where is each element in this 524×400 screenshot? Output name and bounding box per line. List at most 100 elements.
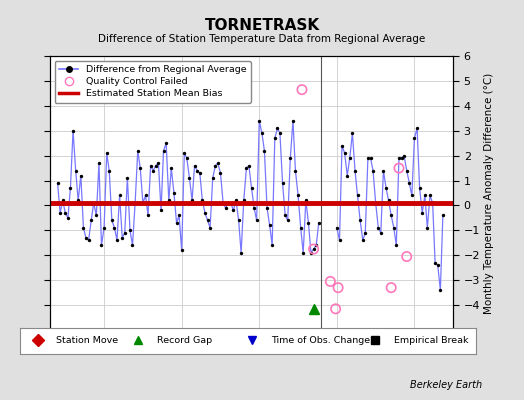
Point <box>229 207 237 214</box>
Point <box>95 160 103 166</box>
Point <box>250 205 258 211</box>
Point <box>97 242 106 248</box>
Point <box>178 247 186 254</box>
Point <box>297 225 305 231</box>
Point <box>209 175 217 181</box>
Point <box>294 192 302 199</box>
Point <box>157 207 165 214</box>
Point <box>180 150 189 156</box>
Point <box>195 170 204 176</box>
Point <box>387 284 396 291</box>
Point <box>151 162 160 169</box>
Point <box>59 197 67 204</box>
Point <box>356 217 364 224</box>
Point <box>382 185 390 191</box>
Point <box>361 230 369 236</box>
Point <box>159 148 168 154</box>
Point <box>188 197 196 204</box>
Point <box>216 170 225 176</box>
Point <box>304 220 313 226</box>
Point <box>190 162 199 169</box>
Point <box>172 220 181 226</box>
Point <box>408 192 416 199</box>
Point <box>66 185 74 191</box>
Point <box>92 212 101 219</box>
Point <box>239 197 248 204</box>
Point <box>299 250 308 256</box>
Point <box>167 165 176 171</box>
Point <box>162 140 170 146</box>
Point <box>260 148 269 154</box>
Point <box>338 142 346 149</box>
Point <box>82 235 90 241</box>
Point <box>79 225 88 231</box>
Point <box>395 165 403 171</box>
Point <box>201 210 209 216</box>
Point <box>351 167 359 174</box>
Point <box>149 167 158 174</box>
Point <box>64 215 72 221</box>
Point <box>298 86 306 93</box>
Point <box>255 118 264 124</box>
Point <box>312 242 320 248</box>
Point <box>326 278 334 285</box>
Point <box>291 167 300 174</box>
Point <box>224 200 233 206</box>
Point <box>103 150 111 156</box>
Point <box>402 253 411 260</box>
Point <box>56 210 64 216</box>
Point <box>289 118 297 124</box>
Point <box>418 210 427 216</box>
Point <box>219 200 227 206</box>
Point <box>147 162 155 169</box>
Point <box>131 200 139 206</box>
Point <box>144 212 152 219</box>
Text: Record Gap: Record Gap <box>157 336 212 345</box>
Point <box>206 225 214 231</box>
Point <box>402 167 411 174</box>
Point <box>237 250 245 256</box>
Point <box>400 152 408 159</box>
Point <box>90 200 98 206</box>
Point <box>436 287 444 293</box>
Point <box>234 217 243 224</box>
Point <box>353 192 362 199</box>
Point <box>270 135 279 141</box>
Text: Time of Obs. Change: Time of Obs. Change <box>270 336 370 345</box>
Point <box>372 200 380 206</box>
Point <box>364 155 372 161</box>
Point <box>154 160 162 166</box>
Point <box>193 167 201 174</box>
Point <box>232 197 240 204</box>
Point <box>379 167 388 174</box>
Point <box>377 230 385 236</box>
Point <box>421 192 429 199</box>
Legend: Difference from Regional Average, Quality Control Failed, Estimated Station Mean: Difference from Regional Average, Qualit… <box>54 61 251 103</box>
Point <box>281 212 289 219</box>
Point <box>429 200 437 206</box>
Point <box>136 165 145 171</box>
Point <box>185 175 194 181</box>
Point <box>405 180 413 186</box>
Text: TORNETRASK: TORNETRASK <box>204 18 320 33</box>
Point <box>307 250 315 256</box>
Point <box>397 155 406 161</box>
Point <box>258 130 266 136</box>
Point <box>410 135 419 141</box>
Point <box>53 180 62 186</box>
Point <box>426 192 434 199</box>
Point <box>333 225 341 231</box>
Point <box>198 197 206 204</box>
Point <box>433 262 442 268</box>
Point <box>345 155 354 161</box>
Text: Station Move: Station Move <box>57 336 118 345</box>
Point <box>273 125 281 132</box>
Point <box>341 150 349 156</box>
Point <box>395 155 403 161</box>
Point <box>170 190 178 196</box>
Point <box>245 162 253 169</box>
Point <box>286 155 294 161</box>
Point <box>175 212 183 219</box>
Point <box>128 242 137 248</box>
Point <box>309 246 318 252</box>
